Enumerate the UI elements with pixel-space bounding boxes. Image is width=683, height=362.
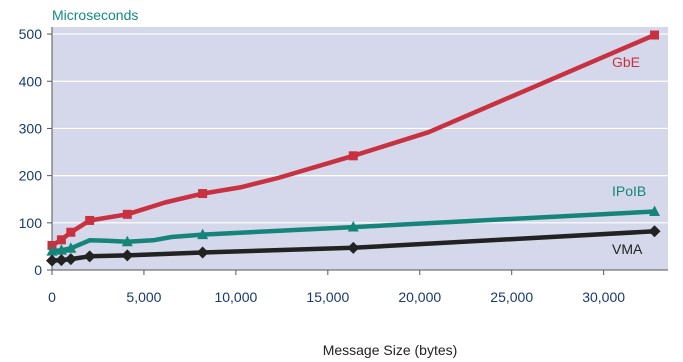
data-point-gbe-4 xyxy=(122,209,132,219)
y-tick-label-3: 300 xyxy=(19,120,43,136)
x-tick-label-5: 25,000 xyxy=(490,289,533,305)
data-point-ipoib-4 xyxy=(197,228,209,240)
x-tick-label-6: 30,000 xyxy=(582,289,625,305)
data-point-gbe-7 xyxy=(650,30,660,40)
data-point-ipoib-5 xyxy=(347,221,359,232)
x-tick-label-1: 5,000 xyxy=(126,289,161,305)
y-axis-ticks: 0 100 200 300 400 500 xyxy=(19,26,52,278)
x-tick-label-3: 15,000 xyxy=(306,289,349,305)
x-tick-label-2: 10,000 xyxy=(214,289,257,305)
axes xyxy=(51,27,668,271)
x-axis-title: Message Size (bytes) xyxy=(323,342,458,358)
series-vma xyxy=(46,225,661,267)
series-labels: GbE IPoIB VMA xyxy=(612,54,646,257)
series-group xyxy=(46,30,661,267)
data-point-ipoib-3 xyxy=(121,235,133,247)
y-tick-label-2: 200 xyxy=(19,168,43,184)
series-label-gbe: GbE xyxy=(612,54,640,70)
plot-area xyxy=(52,27,668,270)
x-axis-title-main: Message Size xyxy=(323,342,411,358)
data-point-gbe-1 xyxy=(56,235,66,245)
y-tick-label-4: 400 xyxy=(19,73,43,89)
x-tick-label-0: 0 xyxy=(48,289,56,305)
y-tick-label-5: 500 xyxy=(19,26,43,42)
data-point-vma-2 xyxy=(64,253,77,266)
gridlines xyxy=(52,33,668,224)
series-label-vma: VMA xyxy=(612,241,643,257)
data-point-vma-4 xyxy=(121,249,134,262)
y-tick-label-0: 0 xyxy=(34,262,42,278)
series-label-ipoib: IPoIB xyxy=(612,183,646,199)
data-point-gbe-6 xyxy=(348,151,358,161)
x-tick-label-4: 20,000 xyxy=(398,289,441,305)
data-point-vma-7 xyxy=(648,225,661,238)
data-point-ipoib-6 xyxy=(649,205,661,216)
data-point-vma-6 xyxy=(347,241,360,254)
data-point-vma-5 xyxy=(196,246,209,259)
data-point-vma-1 xyxy=(55,254,68,267)
data-point-gbe-3 xyxy=(85,215,95,225)
y-axis-title: Microseconds xyxy=(52,7,138,23)
data-point-ipoib-2 xyxy=(65,242,77,253)
data-point-ipoib-0 xyxy=(46,245,58,256)
data-point-gbe-5 xyxy=(198,189,208,199)
series-ipoib xyxy=(46,205,661,256)
data-point-vma-3 xyxy=(83,250,96,263)
x-axis-title-unit: (bytes) xyxy=(411,342,458,358)
data-point-vma-0 xyxy=(46,254,58,267)
data-point-gbe-2 xyxy=(66,227,76,237)
x-axis-ticks: 0 5,000 10,000 15,000 20,000 25,000 30,000 xyxy=(48,270,625,305)
y-tick-label-1: 100 xyxy=(19,215,43,231)
data-point-ipoib-1 xyxy=(55,244,67,255)
